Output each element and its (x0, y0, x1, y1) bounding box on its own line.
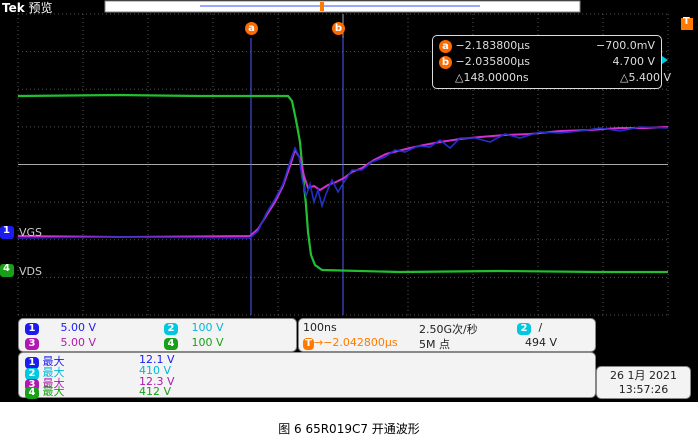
meas-label: 最大 (42, 377, 65, 390)
cursor-readout: a −2.183800µs −700.0mV b −2.035800µs 4.700… (432, 35, 671, 89)
trigger-level: 494 V (525, 336, 558, 349)
meas-value: 12.3 V (139, 375, 175, 388)
header: Tek 预览 (2, 0, 53, 16)
horizontal-position: −2.042800µs (323, 336, 398, 349)
cursor-a-label: a (245, 22, 258, 35)
ch4-number: 4 (3, 263, 10, 274)
a-value: −700.0mV (596, 39, 655, 52)
brand: Tek (2, 1, 25, 15)
delta-time: △148.0000ns (455, 71, 529, 84)
delta-value: △5.400 V (620, 71, 671, 84)
scale-num: 1 (25, 323, 39, 335)
a-time: −2.183800µs (455, 39, 530, 52)
timebase: 100ns 2.50G次/秒 2 / T →−2.042800µs 5M 点 49… (298, 318, 596, 352)
caption: 图 6 65R019C7 开通波形 (278, 422, 420, 436)
graticule (0, 0, 693, 316)
scale-value: 5.00 V (60, 336, 97, 349)
sample-rate: 2.50G次/秒 (419, 323, 478, 336)
meas-num: 1 (25, 357, 39, 369)
b-value: 4.700 V (612, 55, 655, 68)
scale-value: 100 V (191, 321, 224, 334)
meas-value: 412 V (139, 385, 172, 398)
waveform-ch4 (17, 93, 668, 274)
scale-value: 100 V (191, 336, 224, 349)
scale-value: 5.00 V (60, 321, 97, 334)
ch1-marker (0, 226, 14, 239)
date: 26 1月 2021 (610, 369, 677, 382)
time: 13:57:26 (618, 383, 669, 396)
scale-num: 4 (164, 338, 178, 350)
meas-num: 2 (25, 368, 39, 380)
waveform-ch1 (17, 126, 669, 239)
meas-label: 最大 (42, 385, 65, 398)
readout-b-icon: b (439, 56, 452, 69)
cursor-b-label: b (332, 22, 345, 35)
trigger-marker: T (683, 16, 690, 27)
datetime: 26 1月 2021 13:57:26 (596, 366, 691, 399)
ch2-level-arrow (662, 56, 668, 64)
record-length: 5M 点 (419, 338, 450, 351)
ch1-label: VGS (19, 226, 43, 239)
scale-num: 2 (164, 323, 178, 335)
meas-value: 12.1 V (139, 353, 175, 366)
vertical-scales: 1 5.00 V 2 100 V 3 5.00 V 4 100 V (18, 318, 297, 352)
meas-label: 最大 (42, 366, 65, 379)
readout-a-icon: a (439, 40, 452, 53)
ch4-label: VDS (19, 265, 42, 278)
measurements: 1 最大 12.1 V 2 最大 410 V 3 最大 12.3 V 4 最大 … (18, 352, 596, 399)
meas-label: 最大 (42, 355, 65, 368)
scope-screen: Tek 预览 a b T 1 VGS 4 VDS a −2.183800µs −7… (0, 0, 698, 402)
trigger-position (320, 2, 324, 11)
meas-value: 410 V (139, 364, 172, 377)
trigger-level-marker (681, 18, 693, 30)
b-time: −2.035800µs (455, 55, 530, 68)
trigger-channel: 2 (517, 323, 531, 335)
mode: 预览 (28, 1, 53, 15)
trigger-slope: / (538, 321, 543, 334)
meas-num: 4 (25, 387, 39, 399)
position-icon: T (303, 338, 314, 350)
scale-num: 3 (25, 338, 39, 350)
ch4-marker (0, 264, 14, 277)
ch1-number: 1 (3, 225, 10, 236)
horizontal-scale: 100ns (303, 321, 337, 334)
